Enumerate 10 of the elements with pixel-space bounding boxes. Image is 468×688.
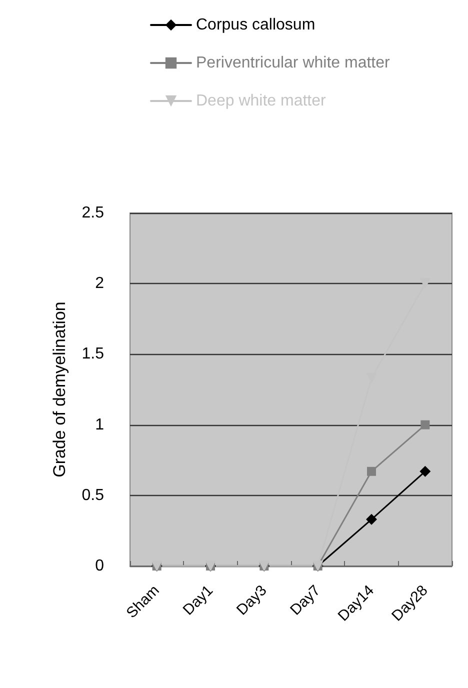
y-tick-label: 2 <box>95 275 104 292</box>
legend-label: Periventricular white matter <box>196 54 391 72</box>
y-tick-label: 0.5 <box>82 486 104 504</box>
y-axis-title: Grade of demyelination <box>50 302 69 478</box>
legend-label: Deep white matter <box>196 92 327 110</box>
legend-label: Corpus callosum <box>196 16 316 34</box>
y-tick-label: 1.5 <box>82 346 104 363</box>
y-tick-label: 1 <box>95 416 104 434</box>
y-tick-label: 2.5 <box>82 204 104 222</box>
y-tick-label: 0 <box>95 558 104 574</box>
